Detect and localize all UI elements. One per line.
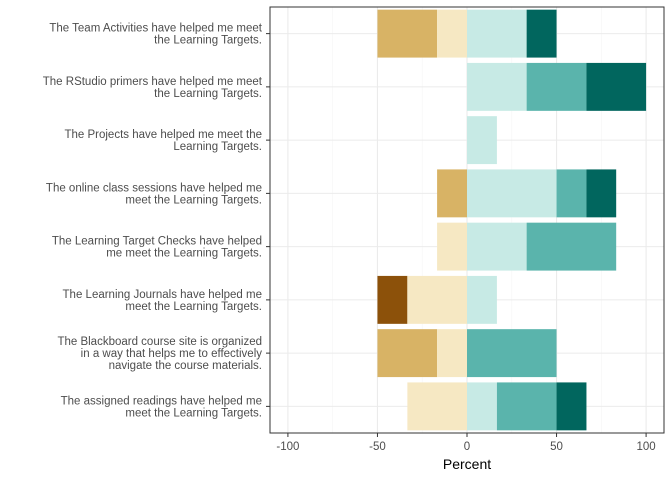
bar-segment <box>526 62 587 111</box>
y-tick-label: The Projects have helped me meet the Lear… <box>64 129 262 153</box>
y-tick-label-line: The Learning Journals have helped me <box>63 289 262 301</box>
y-tick-label: The Team Activities have helped me meet t… <box>49 23 262 47</box>
bar-segment <box>437 9 467 58</box>
y-tick-label-line: The assigned readings have helped me <box>61 395 262 407</box>
bar-segment <box>586 62 647 111</box>
y-tick-label-line: The Projects have helped me meet the <box>64 129 262 141</box>
bar-segment <box>467 116 497 165</box>
bar-segment <box>496 382 557 431</box>
y-axis-tick-labels: The Team Activities have helped me meet t… <box>43 23 270 419</box>
y-tick-label-line: meet the Learning Targets. <box>125 407 262 419</box>
bar-segment <box>377 9 438 58</box>
bar-segment <box>526 9 557 58</box>
bar-segment <box>437 169 467 218</box>
bar-segment <box>467 329 557 378</box>
x-tick-label: -100 <box>276 441 299 453</box>
bar-segment <box>467 9 527 58</box>
y-tick-label: The online class sessions have helped me… <box>46 182 262 206</box>
y-tick-label: The Learning Target Checks have helped me… <box>52 236 262 260</box>
y-tick-label-line: in a way that helps me to effectively <box>81 348 263 360</box>
bar-segment <box>407 382 467 431</box>
y-tick-label-line: navigate the course materials. <box>109 360 262 372</box>
y-tick-label-line: Learning Targets. <box>173 141 262 153</box>
y-tick-label-line: the Learning Targets. <box>154 88 262 100</box>
bar-segments <box>377 9 647 431</box>
y-tick-label: The RStudio primers have helped me meet t… <box>43 76 263 100</box>
x-tick-label: -50 <box>369 441 386 453</box>
y-tick-label-line: The online class sessions have helped me <box>46 182 262 194</box>
bar-segment <box>407 275 467 324</box>
y-tick-label-line: The RStudio primers have helped me meet <box>43 76 263 88</box>
bar-segment <box>467 62 527 111</box>
x-tick-label: 100 <box>636 441 655 453</box>
bar-segment <box>467 169 557 218</box>
bar-segment <box>377 275 408 324</box>
y-tick-label-line: The Team Activities have helped me meet <box>49 23 262 35</box>
bar-segment <box>467 275 497 324</box>
y-tick-label-line: me meet the Learning Targets. <box>106 248 262 260</box>
x-axis-tick-labels: -100 -50 0 50 100 <box>276 433 656 453</box>
y-tick-label-line: meet the Learning Targets. <box>125 301 262 313</box>
x-axis-label: Percent <box>443 456 491 472</box>
x-tick-label: 0 <box>464 441 470 453</box>
x-tick-label: 50 <box>550 441 563 453</box>
bar-segment <box>377 329 438 378</box>
bar-segment <box>556 382 587 431</box>
y-tick-label-line: meet the Learning Targets. <box>125 194 262 206</box>
y-tick-label-line: the Learning Targets. <box>154 35 262 47</box>
y-tick-label-line: The Learning Target Checks have helped <box>52 236 262 248</box>
bar-segment <box>467 222 527 271</box>
y-tick-label: The Blackboard course site is organized i… <box>57 336 262 372</box>
bar-segment <box>437 329 467 378</box>
bar-segment <box>556 169 587 218</box>
y-tick-label: The Learning Journals have helped me meet… <box>63 289 262 313</box>
bar-segment <box>437 222 467 271</box>
y-tick-label: The assigned readings have helped me meet… <box>61 395 262 419</box>
y-tick-label-line: The Blackboard course site is organized <box>57 336 262 348</box>
bar-segment <box>586 169 617 218</box>
bar-segment <box>467 382 497 431</box>
bar-segment <box>526 222 617 271</box>
